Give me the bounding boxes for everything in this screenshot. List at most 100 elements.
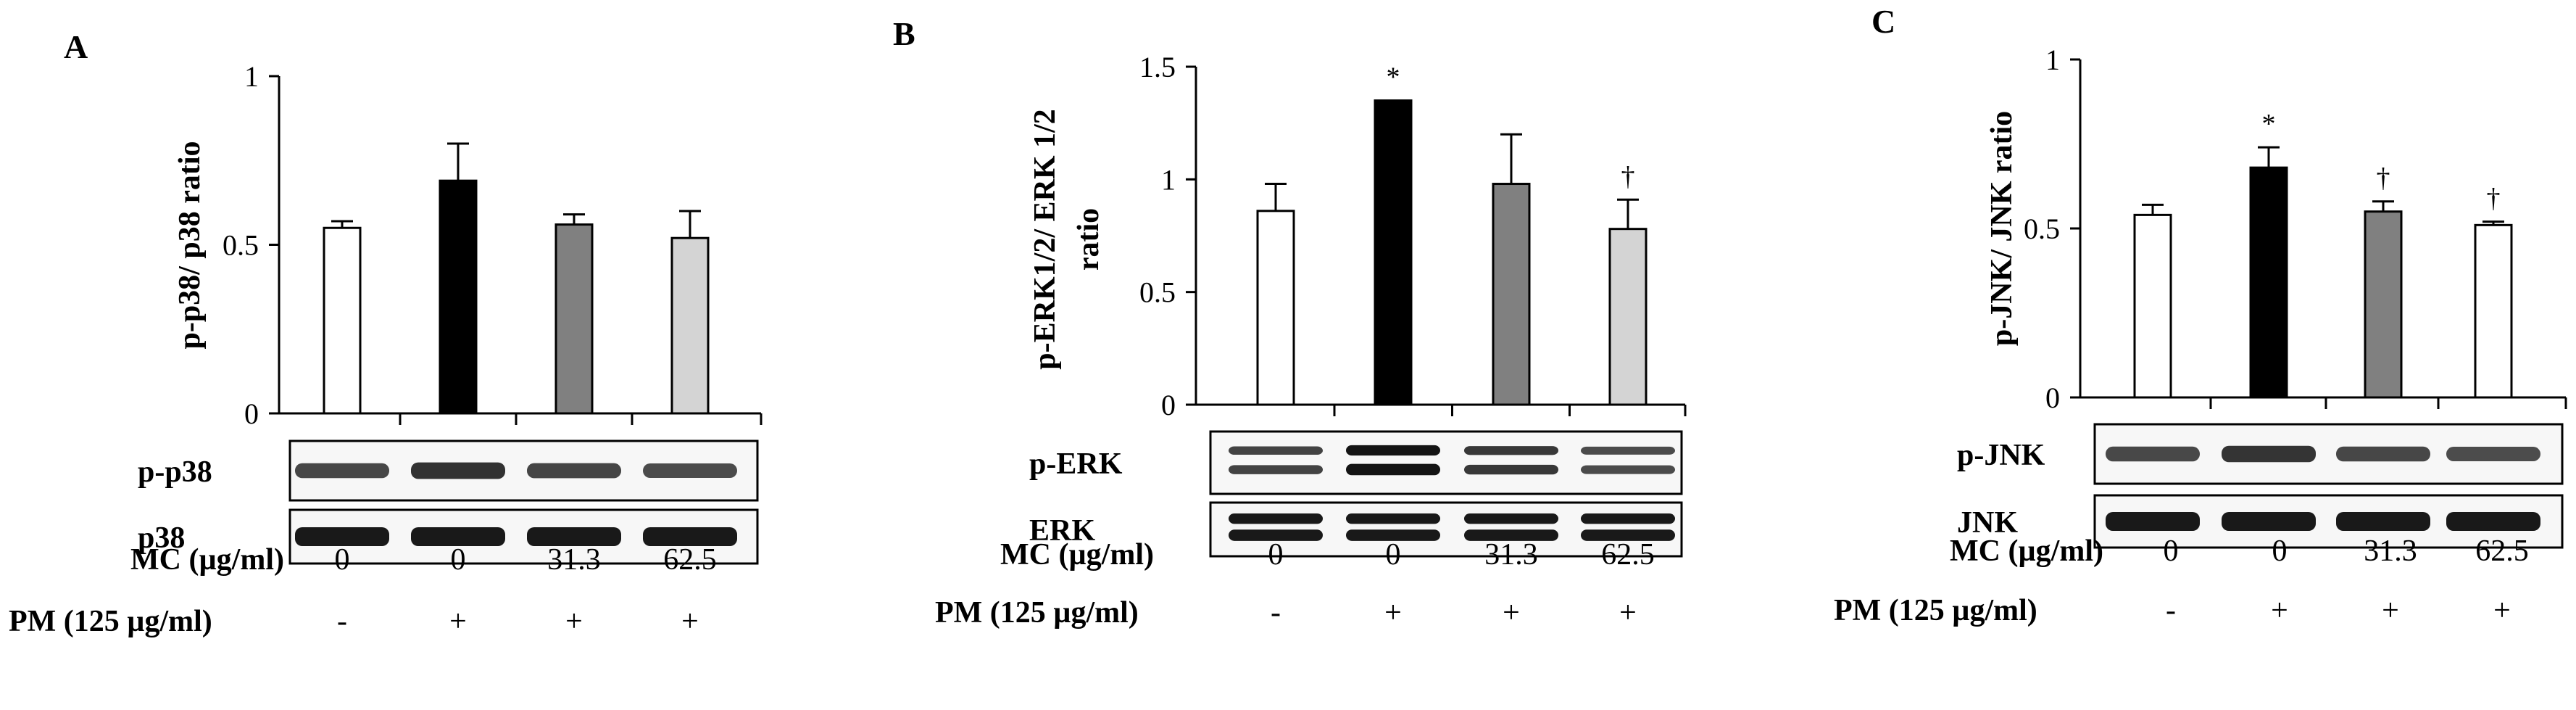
pm-value: +: [2493, 594, 2511, 627]
y-axis-label: ratio: [1072, 208, 1105, 271]
mc-value: 0: [451, 543, 466, 577]
mc-value: 62.5: [1601, 538, 1655, 571]
y-axis-label: p-p38/ p38 ratio: [173, 141, 207, 349]
blot-band: [527, 463, 621, 479]
y-tick-label: 0.5: [2024, 212, 2060, 245]
bar: [1256, 210, 1295, 406]
blot-band: [1464, 529, 1558, 541]
y-tick-label: 0: [244, 397, 259, 430]
pm-value: +: [1619, 596, 1637, 629]
blot-band: [1346, 445, 1440, 456]
blot-band: [1464, 513, 1558, 524]
pm-value: +: [2382, 594, 2399, 627]
pm-row-label: PM (125 µg/ml): [9, 605, 212, 638]
blot-band: [1464, 464, 1558, 475]
blot-band: [2106, 512, 2200, 531]
significance-mark: *: [1387, 62, 1400, 93]
blot-band: [1346, 529, 1440, 541]
pm-value: +: [2271, 594, 2288, 627]
y-tick-label: 0: [2045, 381, 2060, 414]
blot-band: [643, 527, 737, 546]
blot-band: [1581, 446, 1675, 455]
y-tick-label: 0: [1161, 389, 1176, 421]
mc-value: 62.5: [663, 543, 717, 577]
y-tick-label: 1: [1161, 163, 1176, 196]
blot-band: [1581, 513, 1675, 524]
mc-value: 31.3: [547, 543, 601, 577]
bar: [1608, 228, 1648, 406]
blot-band: [1229, 529, 1323, 541]
y-axis-label: p-JNK/ JNK ratio: [1985, 111, 2019, 346]
pm-value: -: [1271, 596, 1281, 629]
y-tick-label: 1: [2045, 44, 2060, 76]
blot-box: [1209, 430, 1683, 495]
blot-band: [1229, 513, 1323, 524]
blot-band: [411, 527, 505, 546]
blot-band: [1229, 446, 1323, 455]
blot-band: [1346, 513, 1440, 524]
blot-band: [643, 463, 737, 479]
y-tick-label: 0.5: [1139, 276, 1176, 309]
mc-value: 31.3: [2364, 534, 2417, 568]
bar: [670, 236, 710, 415]
mc-value: 0: [1268, 538, 1284, 571]
blot-band: [527, 527, 621, 546]
mc-row-label: MC (µg/ml): [1950, 534, 2103, 568]
blot-band: [2446, 512, 2540, 531]
bar: [323, 226, 362, 415]
blot-band: [295, 527, 389, 546]
blot-band: [295, 463, 389, 479]
y-axis-label: p-ERK1/2/ ERK 1/2: [1029, 109, 1062, 369]
pm-value: +: [565, 605, 583, 638]
blot-band: [1346, 463, 1440, 476]
bar: [2133, 213, 2172, 399]
pm-value: -: [337, 605, 347, 638]
blot-band: [2106, 446, 2200, 462]
blot-label: ERK: [1029, 514, 1095, 548]
bar: [2249, 166, 2288, 399]
mc-row-label: MC (µg/ml): [1000, 538, 1154, 571]
blot-label: JNK: [1957, 506, 2018, 540]
blot-band: [2446, 447, 2540, 461]
panel-label: C: [1871, 3, 1895, 40]
blot-band: [1464, 446, 1558, 455]
pm-value: -: [2166, 594, 2176, 627]
pm-value: +: [449, 605, 467, 638]
y-tick-label: 1: [244, 60, 259, 93]
y-tick-label: 1.5: [1139, 51, 1176, 83]
blot-label: p-JNK: [1957, 439, 2045, 472]
blot-label: p-ERK: [1029, 447, 1123, 481]
pm-row-label: PM (125 µg/ml): [1834, 594, 2037, 627]
mc-value: 31.3: [1484, 538, 1538, 571]
mc-row-label: MC (µg/ml): [130, 543, 284, 577]
blot-box: [1209, 501, 1683, 558]
bar: [2474, 223, 2513, 399]
blot-band: [411, 462, 505, 479]
significance-mark: †: [1621, 161, 1635, 191]
mc-value: 0: [2272, 534, 2288, 568]
y-tick-label: 0.5: [223, 229, 259, 262]
panel-b: B 0 0.5 1 1.5 p-ERK1/2/ ERK 1/2 ratio * † p-ERK ER…: [893, 15, 1687, 629]
panel-label: B: [893, 15, 915, 52]
pm-value: +: [681, 605, 699, 638]
blot-band: [2336, 446, 2430, 462]
bar: [1374, 99, 1413, 406]
blot-band: [2222, 512, 2316, 531]
pm-value: +: [1384, 596, 1402, 629]
blot-label: p-p38: [138, 455, 212, 489]
mc-value: 0: [2164, 534, 2179, 568]
blot-band: [1229, 465, 1323, 474]
blot-band: [1581, 529, 1675, 541]
panel-label: A: [64, 28, 88, 65]
bar: [1492, 183, 1531, 406]
blot-band: [2336, 512, 2430, 531]
bar: [554, 223, 594, 415]
bar: [439, 179, 478, 415]
significance-mark: *: [2262, 109, 2276, 139]
significance-mark: †: [2377, 163, 2390, 194]
blot-band: [2222, 445, 2316, 463]
pm-row-label: PM (125 µg/ml): [935, 596, 1139, 629]
